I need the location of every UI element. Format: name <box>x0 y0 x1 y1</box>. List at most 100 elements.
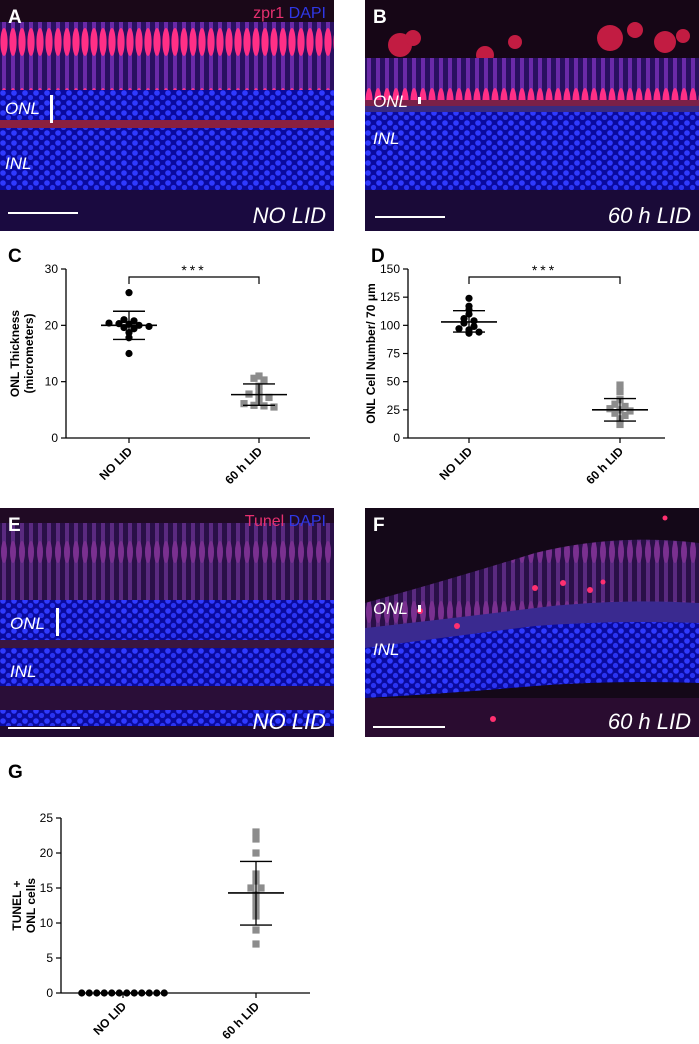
condition-label: 60 h LID <box>607 709 691 734</box>
x-category-label: NO LID <box>436 444 475 483</box>
micrograph-a: A zpr1 DAPI ONL INL NO LID <box>0 0 334 231</box>
y-tick-label: 75 <box>387 347 401 361</box>
x-category-label: 60 h LID <box>583 444 626 487</box>
stain-label-dapi: DAPI <box>288 5 326 22</box>
data-point <box>265 393 273 402</box>
layer-label-onl: ONL <box>5 99 40 118</box>
onl-thickness-bar <box>56 608 59 636</box>
data-point <box>621 402 629 411</box>
micrograph-b: B ONL INL 60 h LID <box>365 0 699 231</box>
data-point <box>621 411 629 420</box>
data-point <box>85 989 93 997</box>
layer-label-inl: INL <box>373 129 400 148</box>
micrograph-e: E Tunel DAPI ONL INL NO LID <box>0 508 334 737</box>
data-point <box>252 940 260 948</box>
data-point <box>125 289 133 297</box>
stain-label-tunel: Tunel <box>244 513 285 530</box>
y-axis-label: ONL Cell Number/ 70 μm <box>364 283 378 424</box>
scale-bar <box>8 727 80 729</box>
data-point <box>252 926 260 934</box>
y-axis-label: TUNEL +ONL cells <box>10 878 38 933</box>
panel-letter-g: G <box>8 762 23 783</box>
panel-letter-f: F <box>373 515 385 536</box>
condition-label: NO LID <box>252 203 326 228</box>
data-point <box>160 989 168 997</box>
data-point <box>252 849 260 857</box>
y-tick-label: 5 <box>46 951 53 965</box>
data-point <box>153 989 161 997</box>
significance-label: *** <box>532 262 557 278</box>
panel-letter-a: A <box>8 7 22 28</box>
layer-label-inl: INL <box>10 662 37 681</box>
data-point <box>240 400 248 408</box>
onl-thickness-bar <box>50 95 53 123</box>
chart-g-svg: 0 5 10 15 20 25 TUNEL +ONL cells NO LID 60 h LID <box>10 811 310 1042</box>
data-point <box>145 322 153 331</box>
y-axis-label: ONL Thickness(micrometers) <box>8 310 36 397</box>
y-tick-label: 25 <box>387 403 401 417</box>
y-tick-label: 25 <box>40 811 54 825</box>
micrograph-f-image <box>365 508 699 737</box>
data-point <box>130 325 138 333</box>
y-tick-label: 0 <box>46 986 53 1000</box>
data-point <box>455 325 463 333</box>
condition-label: NO LID <box>252 709 326 734</box>
data-point <box>611 409 619 417</box>
data-point <box>120 316 128 324</box>
data-point <box>465 294 473 302</box>
data-point <box>260 376 268 384</box>
x-category-label: 60 h LID <box>222 444 265 487</box>
data-point <box>255 372 263 380</box>
significance-bracket <box>468 276 621 284</box>
significance-label: *** <box>181 262 206 278</box>
chart-c: 0 10 20 30 ONL Thickness(micrometers) NO LID 6… <box>0 240 340 500</box>
layer-label-onl: ONL <box>373 599 408 618</box>
data-point <box>611 400 619 408</box>
panel-letter-d: D <box>371 246 385 267</box>
chart-d: 0 25 50 75 100 125 150 ONL Cell Number/ 70 μm NO… <box>355 240 695 500</box>
y-tick-label: 20 <box>40 846 54 860</box>
y-tick-label: 150 <box>380 262 400 276</box>
layer-label-onl: ONL <box>10 614 45 633</box>
x-category-label: NO LID <box>90 999 129 1038</box>
data-point <box>626 407 634 415</box>
onl-thickness-bar <box>418 97 421 104</box>
y-tick-label: 20 <box>45 318 59 332</box>
layer-label-onl: ONL <box>373 92 408 111</box>
data-point <box>252 828 260 836</box>
scale-bar <box>8 212 78 214</box>
data-point <box>247 884 255 892</box>
chart-g: 0 5 10 15 20 25 TUNEL +ONL cells NO LID 60 h LID <box>0 755 340 1042</box>
data-point <box>78 989 86 997</box>
y-tick-label: 0 <box>51 431 58 445</box>
y-tick-label: 30 <box>45 262 59 276</box>
panel-letter-c: C <box>8 246 22 267</box>
data-point <box>125 349 133 358</box>
data-point <box>606 405 614 413</box>
data-point <box>257 884 265 892</box>
y-tick-label: 100 <box>380 318 400 332</box>
stain-legend-e: Tunel DAPI <box>245 514 326 530</box>
data-point <box>250 374 258 382</box>
stain-label-zpr1: zpr1 <box>253 5 285 22</box>
scale-bar <box>373 726 445 728</box>
layer-label-inl: INL <box>5 154 32 173</box>
micrograph-e-image <box>0 508 334 737</box>
y-tick-label: 125 <box>380 290 400 304</box>
y-tick-label: 10 <box>45 375 59 389</box>
y-tick-label: 50 <box>387 375 401 389</box>
stain-legend-a: zpr1 DAPI <box>253 6 326 22</box>
data-point <box>460 319 468 327</box>
y-tick-label: 15 <box>40 881 54 895</box>
scale-bar <box>375 216 445 218</box>
panel-letter-e: E <box>8 515 21 536</box>
data-point <box>616 388 624 396</box>
data-point <box>616 381 624 389</box>
significance-bracket <box>128 276 260 284</box>
micrograph-b-image <box>365 0 699 231</box>
stain-label-dapi: DAPI <box>288 513 326 530</box>
y-tick-label: 0 <box>393 431 400 445</box>
micrograph-a-image <box>0 0 334 231</box>
x-category-label: 60 h LID <box>219 999 262 1042</box>
micrograph-f: F ONL INL 60 h LID <box>365 508 699 737</box>
